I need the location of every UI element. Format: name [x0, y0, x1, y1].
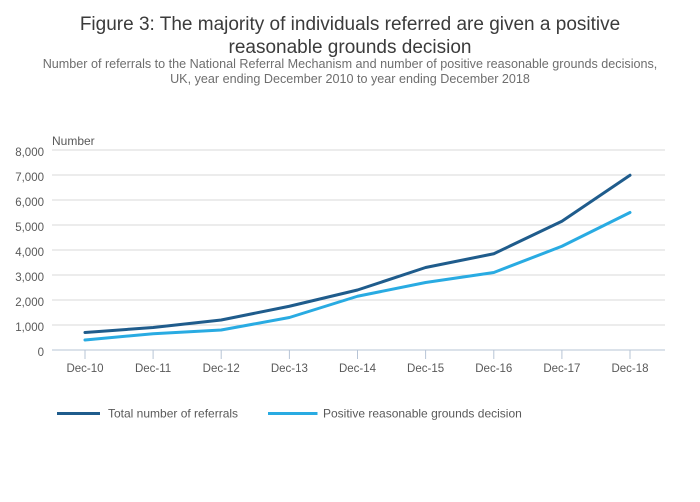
svg-text:2,000: 2,000	[15, 297, 44, 309]
svg-text:4,000: 4,000	[15, 247, 44, 259]
svg-text:Dec-18: Dec-18	[611, 363, 648, 375]
svg-text:6,000: 6,000	[15, 197, 44, 209]
svg-text:Positive reasonable grounds de: Positive reasonable grounds decision	[323, 407, 522, 421]
svg-text:Dec-10: Dec-10	[66, 363, 103, 375]
svg-text:3,000: 3,000	[15, 272, 44, 284]
svg-text:0: 0	[38, 347, 44, 359]
svg-text:7,000: 7,000	[15, 172, 44, 184]
svg-text:Number: Number	[52, 134, 95, 148]
svg-text:1,000: 1,000	[15, 322, 44, 334]
svg-text:Dec-11: Dec-11	[135, 363, 171, 375]
svg-text:Dec-16: Dec-16	[475, 363, 512, 375]
svg-text:Dec-17: Dec-17	[543, 363, 580, 375]
svg-text:Dec-13: Dec-13	[271, 363, 308, 375]
svg-text:Dec-15: Dec-15	[407, 363, 444, 375]
svg-text:Total number of referrals: Total number of referrals	[108, 407, 238, 421]
svg-text:5,000: 5,000	[15, 222, 44, 234]
svg-text:Dec-12: Dec-12	[203, 363, 240, 375]
svg-text:Dec-14: Dec-14	[339, 363, 377, 375]
svg-text:8,000: 8,000	[15, 147, 44, 159]
